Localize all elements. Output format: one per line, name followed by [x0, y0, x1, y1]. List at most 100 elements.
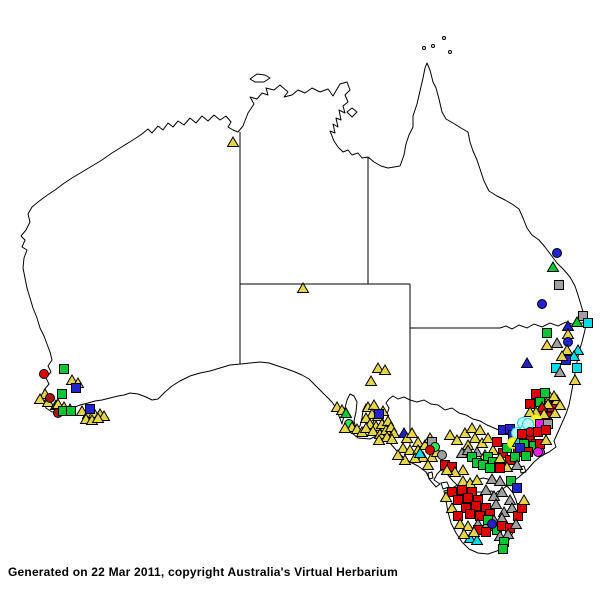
- specimen-marker: [548, 407, 562, 418]
- specimen-marker: [537, 408, 551, 419]
- specimen-marker: [57, 389, 67, 399]
- torres-strait-islet: [431, 44, 435, 48]
- specimen-marker: [403, 444, 417, 455]
- specimen-marker: [413, 447, 427, 458]
- specimen-marker: [509, 518, 523, 529]
- specimen-marker: [453, 495, 463, 505]
- specimen-marker: [471, 501, 481, 511]
- specimen-marker: [481, 432, 495, 443]
- specimen-marker: [533, 447, 543, 457]
- specimen-marker: [571, 344, 585, 355]
- specimen-marker: [492, 437, 502, 447]
- specimen-marker: [485, 463, 495, 473]
- specimen-marker: [463, 493, 473, 503]
- melville-island: [249, 73, 271, 83]
- torres-strait-islet: [422, 46, 426, 50]
- specimen-marker: [450, 434, 464, 445]
- specimen-marker: [439, 491, 453, 502]
- specimen-marker: [421, 459, 435, 470]
- specimen-marker: [506, 476, 516, 486]
- specimen-marker: [515, 443, 525, 453]
- specimen-marker: [541, 425, 551, 435]
- specimen-marker: [33, 393, 47, 404]
- specimen-marker: [547, 390, 561, 401]
- specimen-marker: [498, 544, 508, 554]
- specimen-marker: [71, 383, 81, 393]
- specimen-marker: [560, 344, 574, 355]
- specimen-marker: [468, 432, 482, 443]
- specimen-marker: [552, 248, 562, 258]
- specimen-marker: [405, 427, 419, 438]
- specimen-marker: [517, 429, 527, 439]
- specimen-marker: [443, 429, 457, 440]
- specimen-marker: [461, 520, 475, 531]
- specimen-marker: [554, 280, 564, 290]
- footer-text: Generated on 22 Mar 2011, copyright Aust…: [8, 565, 398, 579]
- specimen-marker: [374, 409, 384, 419]
- king-island: [427, 471, 434, 480]
- specimen-marker: [39, 369, 49, 379]
- specimen-marker: [385, 433, 399, 444]
- specimen-marker: [371, 362, 385, 373]
- specimen-marker: [505, 502, 519, 513]
- specimen-marker: [520, 357, 534, 368]
- specimen-marker: [66, 406, 76, 416]
- specimen-marker: [456, 464, 470, 475]
- specimen-marker: [555, 350, 569, 361]
- specimen-marker: [550, 337, 564, 348]
- specimen-marker: [553, 399, 567, 410]
- specimen-marker: [391, 449, 405, 460]
- specimen-marker: [372, 434, 386, 445]
- torres-strait-islet: [442, 36, 446, 40]
- specimen-marker: [489, 498, 503, 509]
- specimen-marker: [457, 485, 467, 495]
- specimen-marker: [45, 393, 55, 403]
- specimen-marker: [479, 484, 493, 495]
- specimen-marker: [296, 282, 310, 293]
- specimen-marker: [572, 363, 582, 373]
- specimen-marker: [517, 494, 531, 505]
- specimen-marker: [563, 337, 573, 347]
- specimen-marker: [546, 261, 560, 272]
- specimen-marker: [523, 406, 537, 417]
- specimen-marker: [465, 509, 475, 519]
- specimen-marker: [583, 318, 593, 328]
- specimen-marker: [85, 404, 95, 414]
- specimen-marker: [457, 528, 471, 539]
- groote-eylandt: [346, 107, 358, 118]
- specimen-marker: [510, 459, 524, 470]
- specimen-marker: [503, 494, 517, 505]
- specimen-marker: [364, 375, 378, 386]
- specimen-marker: [539, 434, 553, 445]
- specimen-marker: [75, 405, 89, 416]
- specimen-marker: [485, 473, 499, 484]
- specimen-marker: [470, 534, 484, 545]
- specimen-marker: [470, 474, 484, 485]
- specimen-marker: [512, 483, 522, 493]
- specimen-marker: [366, 425, 380, 436]
- specimen-marker: [453, 511, 463, 521]
- specimen-marker: [453, 518, 467, 529]
- specimen-marker: [338, 422, 352, 433]
- specimen-marker: [339, 407, 353, 418]
- specimen-marker: [541, 398, 555, 409]
- specimen-marker: [570, 316, 584, 327]
- specimen-marker: [378, 364, 392, 375]
- specimen-marker: [465, 422, 479, 433]
- specimen-marker: [510, 452, 520, 462]
- specimen-marker: [440, 464, 454, 475]
- flinders-island: [519, 465, 527, 474]
- specimen-marker: [568, 374, 582, 385]
- specimen-marker: [396, 442, 410, 453]
- specimen-marker: [553, 366, 567, 377]
- specimen-marker: [467, 526, 481, 537]
- specimen-marker: [91, 412, 105, 423]
- qld-nsw-border: [410, 321, 587, 330]
- specimen-marker: [540, 388, 550, 398]
- specimen-marker: [495, 486, 509, 497]
- specimen-marker: [487, 519, 497, 529]
- specimen-marker: [540, 339, 554, 350]
- specimen-marker: [481, 527, 491, 537]
- specimen-marker: [567, 350, 581, 361]
